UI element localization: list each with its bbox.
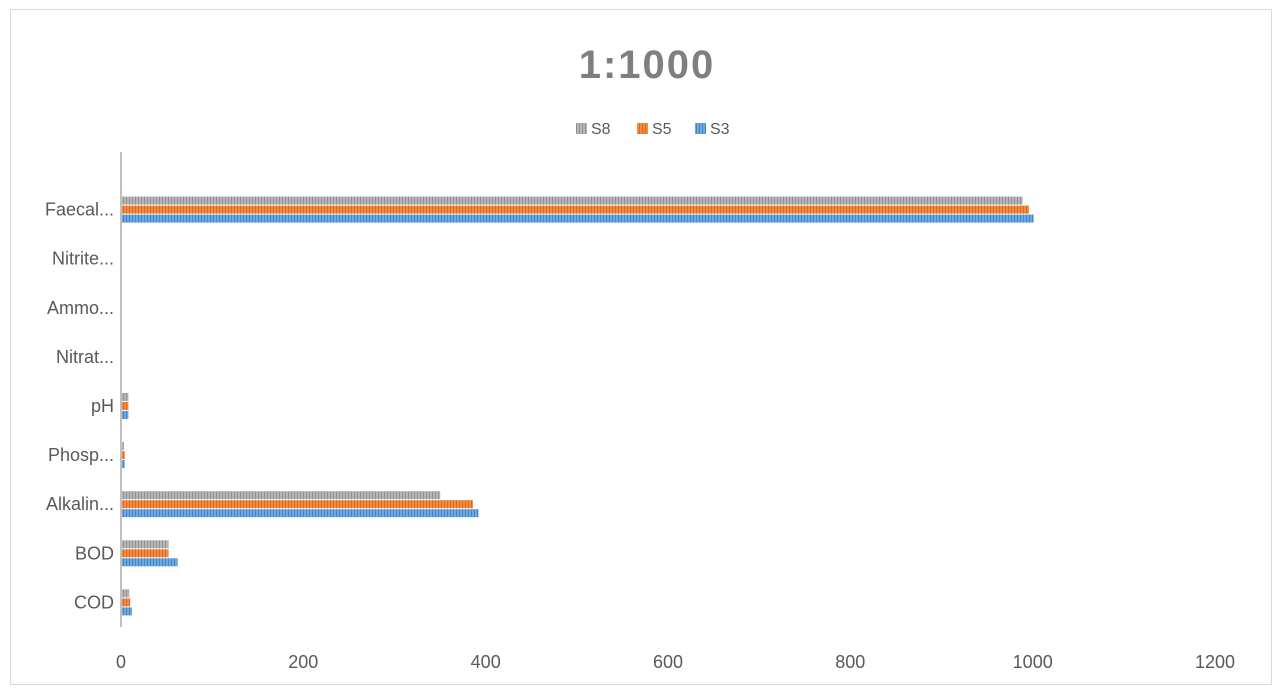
category-label-8: Faecal...: [45, 200, 114, 220]
bar-s5-3: [122, 451, 125, 460]
category-label-3: Phosp...: [48, 445, 114, 465]
bar-s8-3: [122, 442, 124, 451]
bar-s8-4: [122, 393, 129, 401]
legend-swatch-s8: [576, 123, 587, 134]
x-tick-label-5: 1000: [1013, 652, 1053, 672]
category-label-4: pH: [91, 396, 114, 416]
category-label-1: BOD: [75, 543, 114, 563]
category-label-2: Alkalin...: [46, 494, 114, 514]
x-tick-label-3: 600: [653, 652, 683, 672]
x-tick-label-2: 400: [471, 652, 501, 672]
x-tick-label-1: 200: [288, 652, 318, 672]
x-tick-label-6: 1200: [1195, 652, 1235, 672]
bar-s3-3: [122, 460, 125, 469]
legend-label-s3: S3: [710, 121, 730, 138]
bar-s5-0: [122, 598, 131, 607]
bar-s3-0: [122, 607, 132, 616]
category-label-6: Ammo...: [47, 298, 114, 318]
bar-s5-1: [122, 549, 169, 558]
bar-s5-8: [122, 205, 1030, 214]
chart-frame: [10, 9, 1272, 685]
bar-s5-4: [122, 402, 129, 410]
chart-title: 1:1000: [579, 43, 716, 87]
bar-s8-8: [122, 196, 1023, 205]
bar-s3-2: [122, 509, 479, 518]
bar-s3-8: [122, 214, 1034, 223]
legend-swatch-s3: [695, 123, 706, 134]
legend-label-s5: S5: [652, 121, 672, 138]
bar-s8-1: [122, 540, 169, 549]
legend-swatch-s5: [637, 123, 648, 134]
bar-s8-0: [122, 589, 130, 598]
category-labels: COD BOD Alkalin... Phosp... pH Nitrat... Ammo.…: [45, 200, 114, 613]
bar-s3-1: [122, 558, 178, 567]
category-label-7: Nitrite...: [52, 249, 114, 269]
category-label-5: Nitrat...: [56, 347, 114, 367]
bar-s8-2: [122, 491, 441, 500]
bar-s5-2: [122, 500, 473, 509]
category-label-0: COD: [74, 592, 114, 612]
bars: [122, 196, 1034, 616]
x-axis-ticks: 0 200 400 600 800 1000 1200: [116, 652, 1235, 672]
x-tick-label-4: 800: [835, 652, 865, 672]
x-tick-label-0: 0: [116, 652, 126, 672]
bar-s3-4: [122, 411, 129, 419]
legend-label-s8: S8: [591, 121, 611, 138]
legend: S8 S5 S3: [576, 121, 730, 138]
